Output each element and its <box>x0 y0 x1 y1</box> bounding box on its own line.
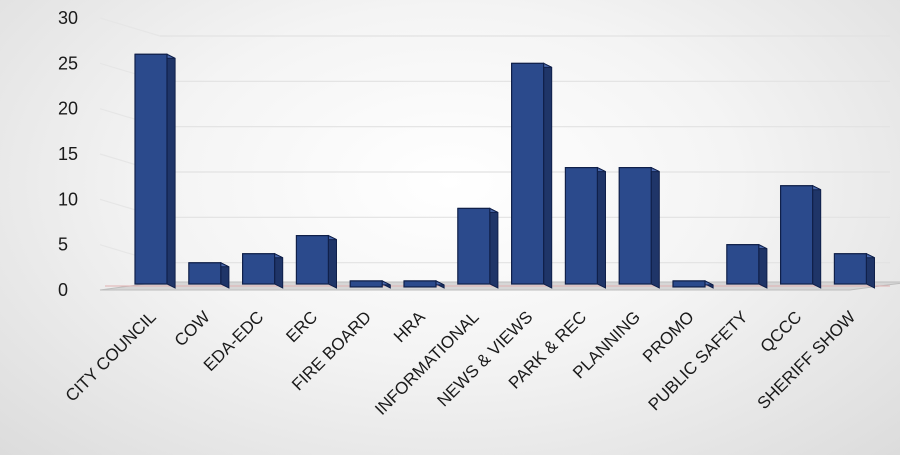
bar <box>672 280 714 289</box>
bar <box>511 62 553 289</box>
bar <box>403 280 445 289</box>
y-tick-label: 15 <box>58 144 78 164</box>
bar <box>295 234 337 289</box>
bar <box>349 280 391 289</box>
bar <box>779 184 822 289</box>
bars <box>134 53 875 289</box>
bar <box>134 53 176 289</box>
y-axis-ticks: 0 5 10 15 20 25 30 <box>58 8 78 300</box>
x-category-label: SHERIFF SHOW <box>754 307 860 413</box>
y-tick-label: 10 <box>58 189 78 209</box>
x-category-label: COW <box>171 307 214 350</box>
y-tick-label: 20 <box>58 99 78 119</box>
bar <box>726 243 768 289</box>
bar <box>564 166 606 289</box>
x-category-label: ERC <box>282 307 321 346</box>
gridline-diagonal <box>99 17 161 37</box>
bar <box>457 207 499 289</box>
x-category-label: NEWS & VIEWS <box>433 307 536 410</box>
y-tick-label: 30 <box>58 8 78 28</box>
y-tick-label: 0 <box>58 280 68 300</box>
bar <box>833 252 875 289</box>
y-tick-label: 25 <box>58 53 78 73</box>
x-category-label: QCCC <box>757 307 806 356</box>
bar <box>618 166 660 289</box>
bar <box>242 252 284 289</box>
bar <box>188 261 230 289</box>
x-category-label: CITY COUNCIL <box>62 307 160 405</box>
x-category-label: HRA <box>390 307 429 346</box>
y-tick-label: 5 <box>58 235 68 255</box>
x-category-label: PUBLIC SAFETY <box>645 307 752 414</box>
